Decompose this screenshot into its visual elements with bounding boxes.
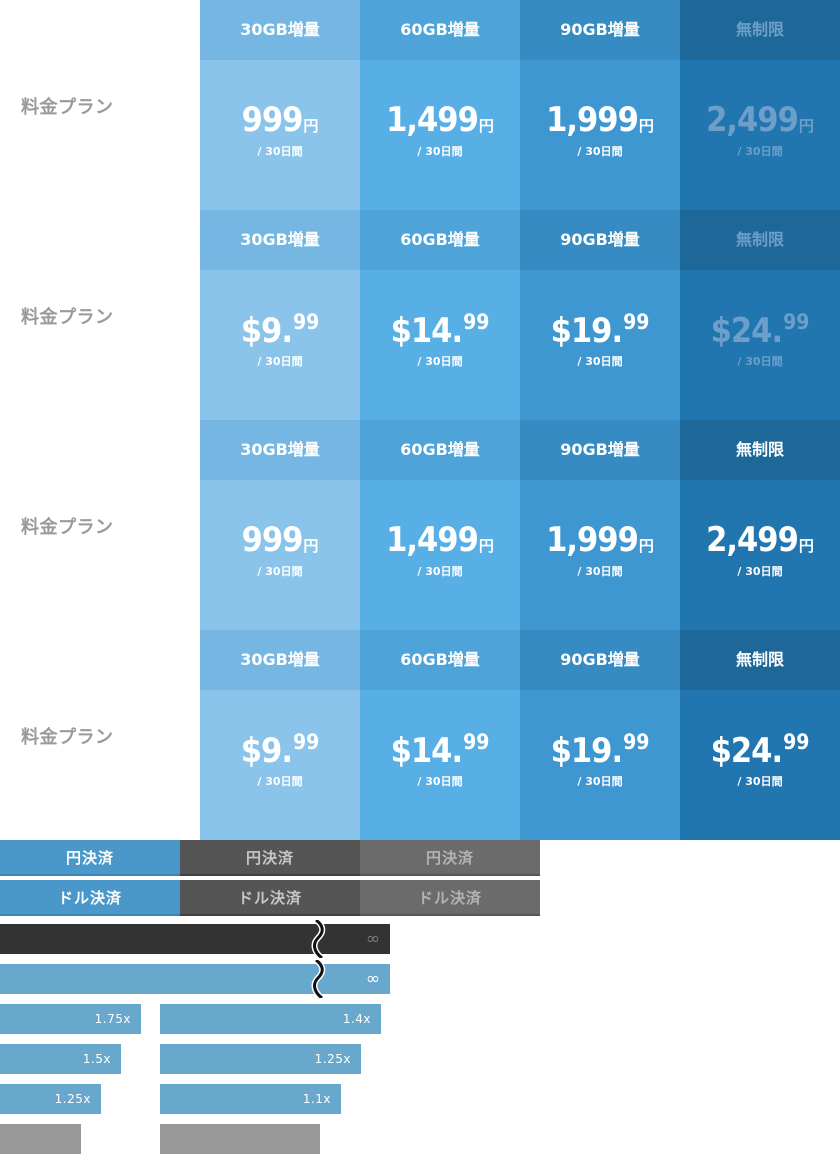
plan-column-30gb[interactable]: 30GB増量 $9.99 / 30日間 xyxy=(200,630,360,840)
plan-header: 30GB増量 xyxy=(200,420,360,480)
plan-price: $19.99 xyxy=(550,730,650,771)
plan-period: / 30日間 xyxy=(257,355,303,368)
plan-period: / 30日間 xyxy=(417,145,463,158)
plan-column-60gb[interactable]: 60GB増量 1,499円 / 30日間 xyxy=(360,0,520,210)
plan-price: 1,999円 xyxy=(546,520,654,560)
plan-price: 1,499円 xyxy=(386,520,494,560)
plan-label: 料金プラン xyxy=(21,97,114,118)
plan-price: 1,499円 xyxy=(386,100,494,140)
yen-pay-button-hover[interactable]: 円決済 xyxy=(180,840,360,876)
pricing-section-yen-dimmed: 料金プラン 30GB増量 999円 / 30日間 60GB増量 1,499円 /… xyxy=(0,0,840,210)
plan-column-90gb[interactable]: 90GB増量 $19.99 / 30日間 xyxy=(520,630,680,840)
plan-price: 999円 xyxy=(241,100,319,140)
plan-column-60gb[interactable]: 60GB増量 1,499円 / 30日間 xyxy=(360,420,520,630)
plan-column-60gb[interactable]: 60GB増量 $14.99 / 30日間 xyxy=(360,210,520,420)
break-mark-icon xyxy=(311,960,326,998)
plan-period: / 30日間 xyxy=(737,355,783,368)
plan-price: $19.99 xyxy=(550,310,650,351)
dollar-pay-button-disabled[interactable]: ドル決済 xyxy=(360,880,540,916)
plan-price: 1,999円 xyxy=(546,100,654,140)
plan-period: / 30日間 xyxy=(257,145,303,158)
dollar-pay-button-active[interactable]: ドル決済 xyxy=(0,880,180,916)
plan-column-30gb[interactable]: 30GB増量 999円 / 30日間 xyxy=(200,0,360,210)
multiplier-bar: 1.4x xyxy=(160,1004,381,1034)
plan-column-60gb[interactable]: 60GB増量 $14.99 / 30日間 xyxy=(360,630,520,840)
plan-header: 無制限 xyxy=(680,630,840,690)
yen-pay-button-active[interactable]: 円決済 xyxy=(0,840,180,876)
break-mark-icon xyxy=(311,920,326,958)
plan-label: 料金プラン xyxy=(21,727,114,748)
plan-period: / 30日間 xyxy=(257,565,303,578)
plan-column-unlimited[interactable]: 無制限 $24.99 / 30日間 xyxy=(680,630,840,840)
pricing-section-dollar-dimmed: 料金プラン 30GB増量 $9.99 / 30日間 60GB増量 $14.99 … xyxy=(0,210,840,420)
multiplier-bar: 1.75x xyxy=(0,1004,141,1034)
plan-header: 90GB増量 xyxy=(520,630,680,690)
plan-header: 30GB増量 xyxy=(200,630,360,690)
plan-price: 999円 xyxy=(241,520,319,560)
plan-column-90gb[interactable]: 90GB増量 $19.99 / 30日間 xyxy=(520,210,680,420)
plan-header: 90GB増量 xyxy=(520,420,680,480)
plan-price: $24.99 xyxy=(710,310,810,351)
plan-price: $24.99 xyxy=(710,730,810,771)
plan-period: / 30日間 xyxy=(417,355,463,368)
plan-column-30gb[interactable]: 30GB増量 $9.99 / 30日間 xyxy=(200,210,360,420)
plan-column-30gb[interactable]: 30GB増量 999円 / 30日間 xyxy=(200,420,360,630)
infinity-icon: ∞ xyxy=(365,929,380,949)
unlimited-bar-blue: ∞ xyxy=(0,960,390,998)
plan-period: / 30日間 xyxy=(737,145,783,158)
base-bar xyxy=(160,1124,320,1154)
multiplier-bar: 1.5x xyxy=(0,1044,121,1074)
pricing-section-dollar: 料金プラン 30GB増量 $9.99 / 30日間 60GB増量 $14.99 … xyxy=(0,630,840,840)
plan-period: / 30日間 xyxy=(577,565,623,578)
multiplier-bar: 1.1x xyxy=(160,1084,341,1114)
plan-period: / 30日間 xyxy=(577,145,623,158)
plan-column-90gb[interactable]: 90GB増量 1,999円 / 30日間 xyxy=(520,420,680,630)
base-bar xyxy=(0,1124,81,1154)
plan-header: 90GB増量 xyxy=(520,0,680,60)
plan-price: $9.99 xyxy=(240,730,320,771)
multiplier-bar: 1.25x xyxy=(160,1044,361,1074)
unlimited-bar-dark: ∞ xyxy=(0,920,390,958)
plan-price: 2,499円 xyxy=(706,100,814,140)
plan-period: / 30日間 xyxy=(417,565,463,578)
plan-header: 30GB増量 xyxy=(200,0,360,60)
plan-header: 無制限 xyxy=(680,210,840,270)
plan-column-unlimited[interactable]: 無制限 2,499円 / 30日間 xyxy=(680,0,840,210)
plan-column-unlimited[interactable]: 無制限 2,499円 / 30日間 xyxy=(680,420,840,630)
plan-price: $14.99 xyxy=(390,730,490,771)
plan-header: 無制限 xyxy=(680,0,840,60)
infinity-icon: ∞ xyxy=(365,969,380,989)
plan-header: 60GB増量 xyxy=(360,630,520,690)
plan-period: / 30日間 xyxy=(257,775,303,788)
plan-period: / 30日間 xyxy=(577,775,623,788)
plan-label: 料金プラン xyxy=(21,307,114,328)
pricing-section-yen: 料金プラン 30GB増量 999円 / 30日間 60GB増量 1,499円 /… xyxy=(0,420,840,630)
plan-header: 60GB増量 xyxy=(360,210,520,270)
plan-period: / 30日間 xyxy=(737,775,783,788)
plan-price: $14.99 xyxy=(390,310,490,351)
plan-header: 90GB増量 xyxy=(520,210,680,270)
plan-period: / 30日間 xyxy=(577,355,623,368)
yen-pay-button-disabled[interactable]: 円決済 xyxy=(360,840,540,876)
multiplier-bar: 1.25x xyxy=(0,1084,101,1114)
plan-header: 30GB増量 xyxy=(200,210,360,270)
plan-period: / 30日間 xyxy=(737,565,783,578)
plan-header: 60GB増量 xyxy=(360,0,520,60)
plan-column-90gb[interactable]: 90GB増量 1,999円 / 30日間 xyxy=(520,0,680,210)
plan-header: 無制限 xyxy=(680,420,840,480)
plan-header: 60GB増量 xyxy=(360,420,520,480)
plan-column-unlimited[interactable]: 無制限 $24.99 / 30日間 xyxy=(680,210,840,420)
dollar-pay-button-hover[interactable]: ドル決済 xyxy=(180,880,360,916)
plan-label: 料金プラン xyxy=(21,517,114,538)
plan-price: $9.99 xyxy=(240,310,320,351)
plan-price: 2,499円 xyxy=(706,520,814,560)
plan-period: / 30日間 xyxy=(417,775,463,788)
